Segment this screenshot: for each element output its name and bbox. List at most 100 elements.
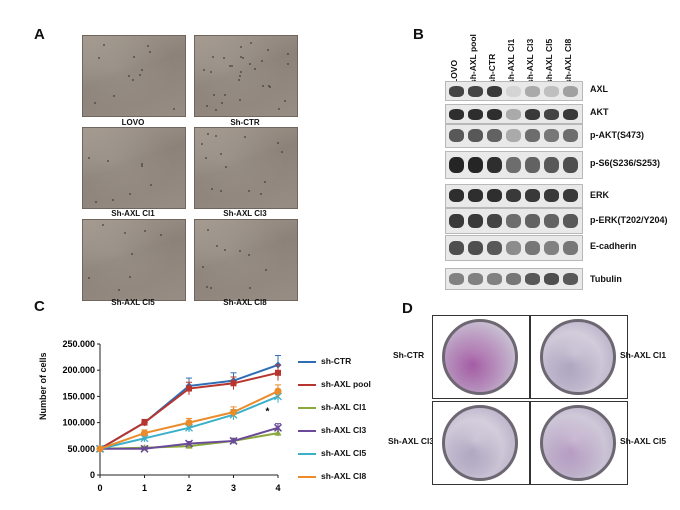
point-marker bbox=[275, 369, 281, 376]
blot-band bbox=[563, 109, 578, 120]
legend-swatch bbox=[298, 453, 316, 455]
micrograph-sh-ctr bbox=[194, 35, 298, 117]
well-label: Sh-AXL Cl3 bbox=[388, 436, 435, 446]
cell-speck bbox=[147, 45, 150, 48]
blot-band bbox=[468, 189, 483, 202]
cell-speck bbox=[124, 231, 127, 234]
point-marker bbox=[185, 442, 193, 449]
cell-speck bbox=[118, 289, 121, 292]
blot-label-axl: AXL bbox=[590, 84, 608, 94]
well-box-sh-axl-cl3 bbox=[432, 401, 530, 485]
cell-speck bbox=[206, 285, 209, 288]
blot-band bbox=[468, 157, 483, 173]
y-tick-label: 0 bbox=[90, 470, 95, 480]
blot-band bbox=[563, 273, 578, 285]
cell-speck bbox=[247, 253, 250, 256]
blot-band bbox=[449, 189, 464, 202]
panel-c-letter: C bbox=[34, 298, 45, 315]
cell-speck bbox=[140, 162, 143, 165]
blot-strip-p-erk bbox=[445, 208, 583, 234]
well-label: Sh-CTR bbox=[393, 350, 425, 360]
cell-speck bbox=[214, 108, 217, 111]
blot-band bbox=[525, 241, 540, 255]
colony-well-sh-axl-cl5 bbox=[540, 405, 616, 481]
x-tick-label: 4 bbox=[275, 483, 280, 493]
colony-well-sh-axl-cl3 bbox=[442, 405, 518, 481]
cell-speck bbox=[260, 59, 263, 62]
cell-speck bbox=[264, 268, 267, 271]
cell-speck bbox=[204, 156, 207, 159]
cell-speck bbox=[159, 233, 162, 236]
micrograph-sh-axl-cl5 bbox=[82, 219, 186, 301]
point-marker bbox=[230, 408, 237, 416]
blot-band bbox=[449, 86, 464, 97]
blot-strip-erk bbox=[445, 184, 583, 208]
blot-band bbox=[468, 241, 483, 255]
x-tick-label: 2 bbox=[186, 483, 191, 493]
blot-band bbox=[449, 129, 464, 142]
cell-speck bbox=[276, 142, 279, 145]
blot-band bbox=[468, 273, 483, 285]
blot-band bbox=[544, 189, 559, 202]
chart-ylabel: Number of cells bbox=[38, 352, 48, 420]
blot-band bbox=[544, 273, 559, 285]
cell-speck bbox=[97, 57, 100, 60]
y-tick-label: 50.000 bbox=[67, 444, 95, 454]
blot-band bbox=[563, 189, 578, 202]
point-marker bbox=[229, 436, 238, 445]
legend-label: sh-AXL Cl3 bbox=[321, 425, 367, 435]
cell-speck bbox=[240, 70, 243, 73]
cell-speck bbox=[141, 164, 144, 167]
cell-speck bbox=[213, 94, 216, 97]
micrograph-label: Sh-AXL Cl3 bbox=[223, 209, 267, 218]
panel-d-letter: D bbox=[402, 300, 413, 317]
cell-speck bbox=[141, 68, 144, 71]
x-tick-label: 1 bbox=[142, 483, 147, 493]
cell-speck bbox=[87, 157, 90, 160]
cell-speck bbox=[248, 190, 251, 193]
blot-band bbox=[449, 157, 464, 173]
blot-strip-e-cadherin bbox=[445, 235, 583, 261]
lane-label: sh-AXL Cl1 bbox=[506, 38, 516, 84]
cell-speck bbox=[281, 150, 284, 153]
cell-speck bbox=[111, 198, 114, 201]
micrograph-lovo bbox=[82, 35, 186, 117]
cell-speck bbox=[214, 134, 217, 137]
panel-b-letter: B bbox=[413, 26, 424, 43]
blot-band bbox=[468, 214, 483, 228]
cell-speck bbox=[201, 266, 204, 269]
micrograph-sh-axl-cl3 bbox=[194, 127, 298, 209]
blot-band bbox=[487, 109, 502, 120]
cell-speck bbox=[267, 49, 270, 52]
y-tick-label: 100.000 bbox=[62, 418, 95, 428]
y-tick-label: 150.000 bbox=[62, 391, 95, 401]
blot-band bbox=[487, 189, 502, 202]
lane-label: sh-AXL Cl3 bbox=[525, 38, 535, 84]
point-marker bbox=[274, 429, 282, 436]
point-marker bbox=[274, 387, 282, 395]
cell-speck bbox=[127, 75, 130, 78]
blot-label-erk: ERK bbox=[590, 190, 610, 200]
blot-band bbox=[525, 86, 540, 97]
blot-band bbox=[449, 273, 464, 285]
legend-swatch bbox=[298, 361, 316, 363]
cell-speck bbox=[286, 53, 289, 56]
cell-speck bbox=[223, 56, 226, 59]
cell-speck bbox=[210, 286, 213, 289]
blot-band bbox=[563, 129, 578, 142]
blot-band bbox=[525, 157, 540, 173]
cell-speck bbox=[128, 193, 131, 196]
point-marker bbox=[140, 444, 149, 453]
cell-speck bbox=[102, 224, 105, 227]
cell-speck bbox=[150, 183, 153, 186]
cell-speck bbox=[242, 56, 245, 59]
blot-band bbox=[449, 109, 464, 120]
blot-band bbox=[506, 129, 521, 142]
cell-speck bbox=[216, 245, 219, 248]
blot-band bbox=[449, 214, 464, 228]
cell-speck bbox=[210, 187, 213, 190]
cell-speck bbox=[267, 84, 270, 87]
legend-swatch bbox=[298, 430, 316, 432]
blot-band bbox=[468, 86, 483, 97]
blot-band bbox=[487, 129, 502, 142]
